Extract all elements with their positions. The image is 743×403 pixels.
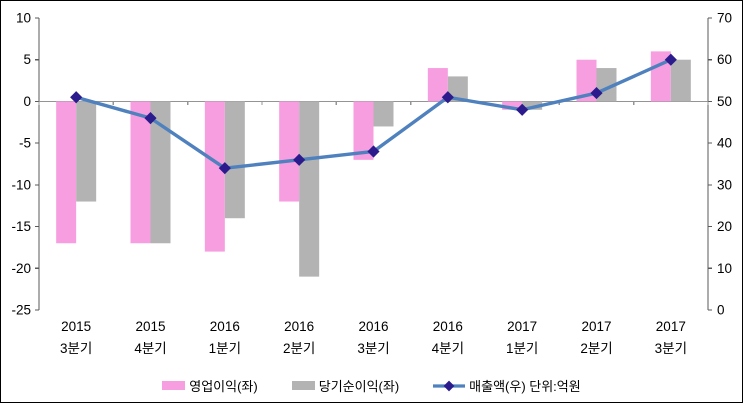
left-axis-tick-label: -10 [11,177,31,192]
revenue-marker [70,91,83,104]
net-income-bar [373,101,394,127]
revenue-line-sample [433,380,466,391]
category-label-year: 2016 [210,319,240,334]
operating-profit-bar [576,59,597,102]
operating-profit-bar [130,101,151,244]
net-income-bar [447,76,468,102]
category-label-quarter: 4분기 [432,341,464,356]
legend-item-operating-profit: 영업이익(좌) [162,376,258,395]
left-axis-tick-label: 0 [23,94,31,109]
category-label-year: 2015 [135,319,165,334]
right-axis-tick-label: 60 [717,52,732,67]
legend-item-net-income: 당기순이익(좌) [291,376,400,395]
operating-profit-swatch [162,381,186,390]
net-income-bar [76,101,97,202]
operating-profit-bar [427,68,448,102]
category-label-quarter: 3분기 [655,341,687,356]
right-axis-tick-label: 0 [717,303,725,318]
category-label-quarter: 2분기 [580,341,612,356]
revenue-line-sample-icon [433,379,466,393]
right-axis-tick-label: 50 [717,94,732,109]
net-income-bar [522,101,543,110]
operating-profit-bar [502,101,523,110]
legend: 영업이익(좌) 당기순이익(좌) 매출액(우) 단위:억원 [1,376,742,395]
revenue-marker [293,153,306,166]
category-label-year: 2017 [507,319,537,334]
revenue-marker [218,162,231,175]
operating-profit-bar [353,101,374,160]
revenue-sample-diamond-icon [443,380,455,391]
category-label-quarter: 3분기 [60,341,92,356]
revenue-marker [367,145,380,158]
revenue-marker [441,91,454,104]
left-axis-tick-label: -15 [11,219,31,234]
left-axis-tick-label: 5 [23,52,31,67]
category-label-year: 2017 [656,319,686,334]
operating-profit-bar [650,51,671,102]
net-income-swatch [291,381,315,390]
category-label-year: 2016 [433,319,463,334]
net-income-bar [224,101,245,219]
category-label-quarter: 2분기 [283,341,315,356]
category-label-year: 2017 [581,319,611,334]
category-label-year: 2016 [358,319,388,334]
left-axis-tick-label: 10 [16,11,31,26]
category-label-year: 2016 [284,319,314,334]
right-axis-tick-label: 30 [717,177,732,192]
operating-profit-bar [204,101,225,252]
net-income-label: 당기순이익(좌) [318,379,400,394]
revenue-marker [144,112,157,125]
right-axis-tick-label: 40 [717,136,732,151]
legend-item-revenue: 매출액(우) 단위:억원 [433,376,581,395]
category-label-year: 2015 [61,319,91,334]
right-axis-tick-label: 70 [717,11,732,26]
net-income-bar [670,59,691,102]
left-axis-tick-label: -5 [19,136,31,151]
category-label-quarter: 1분기 [209,341,241,356]
net-income-bar [150,101,171,244]
category-label-quarter: 4분기 [134,341,166,356]
operating-profit-bar [279,101,300,202]
operating-profit-label: 영업이익(좌) [189,379,258,394]
category-label-quarter: 1분기 [506,341,538,356]
revenue-label: 매출액(우) 단위:억원 [469,379,581,394]
right-axis-tick-label: 10 [717,261,732,276]
left-axis-tick-label: -25 [11,303,31,318]
operating-profit-bar [56,101,77,244]
category-label-quarter: 3분기 [357,341,389,356]
net-income-bar [299,101,320,277]
left-axis-tick-label: -20 [11,261,31,276]
right-axis-tick-label: 20 [717,219,732,234]
